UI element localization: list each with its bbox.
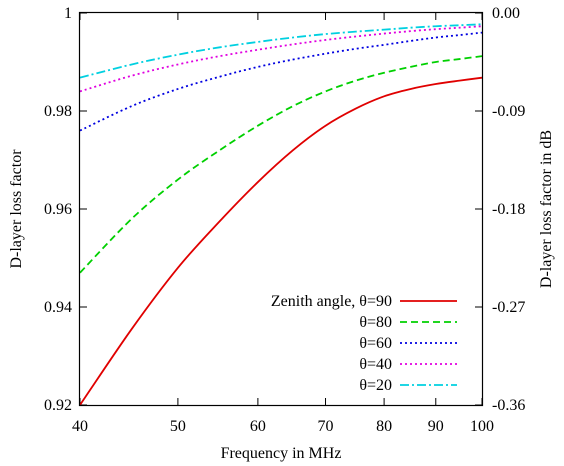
y-tick-label: 0.92	[44, 397, 72, 414]
series-curves	[79, 23, 483, 406]
y-tick-label: 0.94	[44, 299, 72, 316]
x-tick-label: 40	[72, 418, 88, 435]
legend-label-theta-40: θ=40	[359, 356, 392, 373]
x-tick-label: 50	[170, 418, 186, 435]
x-tick-label: 60	[250, 418, 266, 435]
legend-label-theta-20: θ=20	[359, 377, 392, 394]
y2-tick-label: 0.00	[492, 5, 520, 22]
series-line-theta-20	[79, 23, 483, 79]
y-tick-label: 1	[64, 5, 72, 22]
y-axis-label: D-layer loss factor	[8, 149, 25, 269]
x-tick-label: 90	[428, 418, 444, 435]
legend-label-theta-80: θ=80	[359, 314, 392, 331]
x-tick-label: 70	[318, 418, 334, 435]
legend: Zenith angle, θ=90 θ=80 θ=60 θ=40 θ=20	[271, 293, 457, 394]
y-tick-label: 0.98	[44, 103, 72, 120]
series-line-theta-40	[79, 25, 483, 93]
tick-labels: 40 50 60 70 80 90 100 0.92 0.94 0.96 0.98 1 -0.36 -0.…	[44, 5, 525, 435]
series-line-theta-80	[79, 55, 483, 274]
plot-frame	[78, 11, 484, 407]
tick-marks	[79, 12, 483, 406]
series-line-theta-90	[79, 76, 483, 406]
y2-tick-label: -0.18	[492, 201, 525, 218]
x-axis-label: Frequency in MHz	[221, 445, 342, 462]
y2-tick-label: -0.09	[492, 103, 525, 120]
legend-label-theta-60: θ=60	[359, 335, 392, 352]
y2-tick-label: -0.36	[492, 397, 525, 414]
x-tick-label: 80	[376, 418, 392, 435]
y2-axis-label: D-layer loss factor in dB	[538, 130, 555, 288]
y-tick-label: 0.96	[44, 201, 72, 218]
legend-label-theta-90: Zenith angle, θ=90	[271, 293, 392, 310]
y2-tick-label: -0.27	[492, 299, 525, 316]
series-line-theta-60	[79, 31, 483, 132]
x-tick-label: 100	[470, 418, 494, 435]
